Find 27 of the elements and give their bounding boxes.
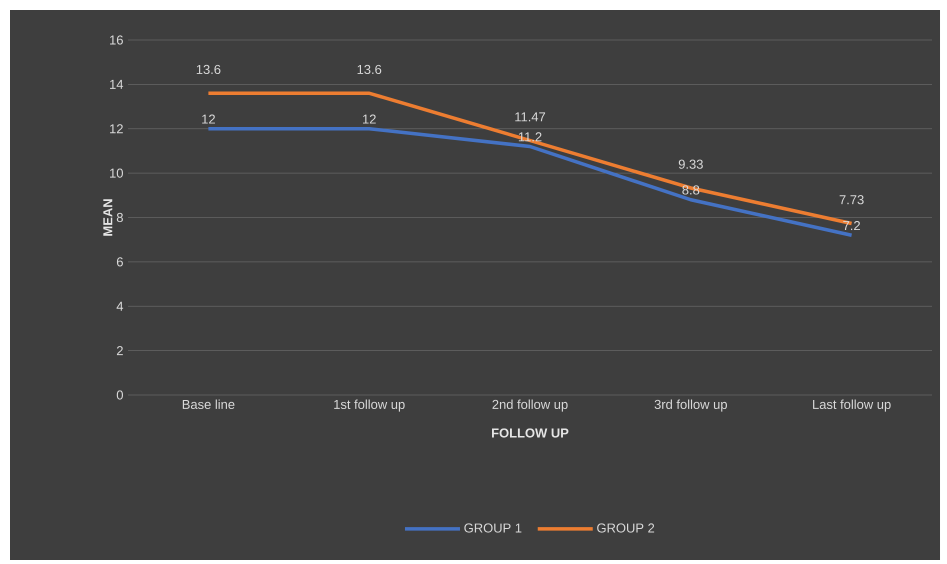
legend-label: GROUP 2 — [597, 523, 654, 533]
y-tick-label: 4 — [116, 302, 124, 311]
data-label: 13.6 — [358, 64, 382, 74]
data-label: 9.33 — [678, 160, 703, 169]
data-label: 7.2 — [843, 221, 860, 230]
y-tick-label: 10 — [110, 168, 123, 178]
y-tick-label: 14 — [110, 80, 124, 89]
data-label: 12 — [202, 114, 215, 124]
y-tick-label: 6 — [116, 257, 123, 266]
y-tick-label: 12 — [110, 124, 123, 134]
y-tick-label: 8 — [116, 212, 123, 222]
x-tick-label: Base line — [182, 400, 234, 410]
x-tick-label: Last follow up — [813, 400, 891, 412]
data-label: 13.6 — [196, 64, 220, 74]
data-label: 11.47 — [515, 112, 546, 122]
data-label: 7.73 — [840, 195, 864, 204]
x-tick-label: 1st follow up — [334, 400, 405, 412]
legend-label: GROUP 1 — [464, 523, 522, 533]
y-tick-label: 16 — [110, 35, 123, 45]
y-tick-label: 2 — [116, 346, 123, 356]
y-axis-title: MEAN — [103, 199, 112, 236]
x-axis-title: FOLLOW UP — [492, 428, 568, 438]
data-label: 12 — [362, 114, 376, 124]
y-tick-label: 0 — [116, 390, 123, 400]
x-tick-label: 3rd follow up — [654, 400, 727, 412]
x-tick-label: 2nd follow up — [492, 400, 568, 412]
data-label: 11.2 — [518, 132, 542, 142]
